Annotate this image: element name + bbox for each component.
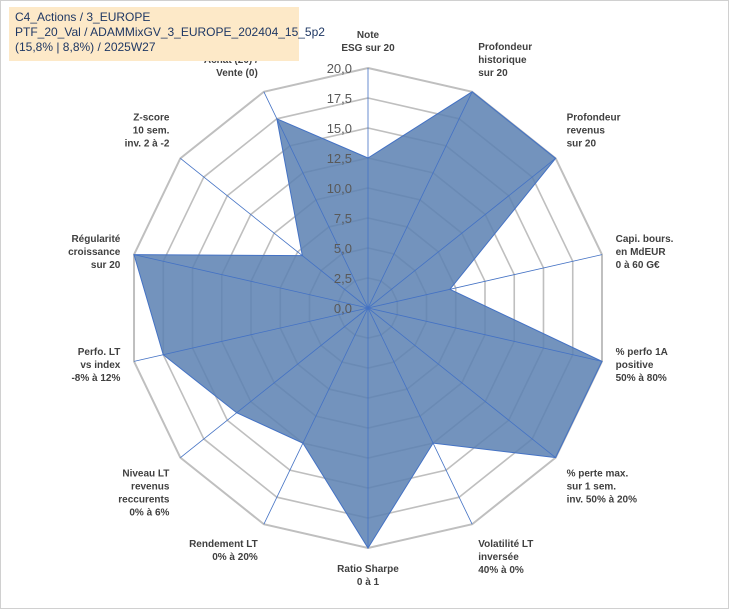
category-label: Z-score xyxy=(133,113,170,124)
category-label: sur 20 xyxy=(567,139,597,150)
category-label: 10 sem. xyxy=(133,126,170,137)
radial-tick-label: 10,0 xyxy=(327,181,352,196)
category-label: inv. 50% à 20% xyxy=(567,494,638,505)
category-label: % perte max. xyxy=(567,468,629,479)
chart-info-box: C4_Actions / 3_EUROPE PTF_20_Val / ADAMM… xyxy=(9,7,325,61)
axis-spoke xyxy=(367,158,556,309)
axis-spoke xyxy=(367,91,473,309)
axis-spoke xyxy=(133,254,369,309)
axis-spoke xyxy=(263,91,369,309)
category-label: -8% à 12% xyxy=(71,373,120,384)
category-label: en MdEUR xyxy=(616,247,667,258)
category-label: 50% à 80% xyxy=(616,373,667,384)
category-label: inv. 2 à -2 xyxy=(125,139,170,150)
radial-tick-label: 20,0 xyxy=(327,61,352,76)
radial-tick-label: 5,0 xyxy=(334,241,352,256)
category-label: 0 à 1 xyxy=(357,577,380,588)
category-label: Ratio Sharpe xyxy=(337,564,399,575)
category-label: Perfo. LT xyxy=(78,347,121,358)
axis-spoke xyxy=(180,307,369,458)
category-label: ESG sur 20 xyxy=(341,43,395,54)
axis-spoke xyxy=(367,307,556,458)
category-label: Vente (0) xyxy=(216,68,258,79)
radial-tick-label: 7,5 xyxy=(334,211,352,226)
category-label: Profondeur xyxy=(478,42,532,53)
info-line-2: PTF_20_Val / ADAMMixGV_3_EUROPE_202404_1… xyxy=(15,25,325,39)
axis-spoke xyxy=(367,254,603,309)
axis-spoke xyxy=(263,307,369,525)
radial-tick-label: 17,5 xyxy=(327,91,352,106)
radial-tick-label: 2,5 xyxy=(334,271,352,286)
axis-spoke xyxy=(133,307,369,362)
category-label: historique xyxy=(478,55,527,66)
category-label: % perfo 1A xyxy=(616,347,668,358)
axis-spoke xyxy=(367,307,473,525)
category-label: Volatilité LT xyxy=(478,539,533,550)
category-label: croissance xyxy=(68,247,121,258)
category-label: positive xyxy=(616,360,654,371)
category-label: sur 20 xyxy=(478,68,508,79)
category-label: Capi. bours. xyxy=(616,234,674,245)
info-line-3: (15,8% | 8,8%) / 2025W27 xyxy=(15,40,156,54)
category-label: Profondeur xyxy=(567,113,621,124)
category-label: reccurents xyxy=(118,494,170,505)
category-label: inversée xyxy=(478,552,519,563)
category-label: Niveau LT xyxy=(122,468,169,479)
category-label: 0% à 6% xyxy=(129,507,169,518)
category-label: Régularité xyxy=(71,234,120,245)
category-label: 0% à 20% xyxy=(212,552,258,563)
radial-tick-label: 0,0 xyxy=(334,301,352,316)
radial-tick-label: 12,5 xyxy=(327,151,352,166)
category-label: revenus xyxy=(131,481,170,492)
category-label: 40% à 0% xyxy=(478,565,524,576)
category-label: Note xyxy=(357,30,380,41)
axis-spoke xyxy=(180,158,369,309)
radial-tick-label: 15,0 xyxy=(327,121,352,136)
category-label: sur 20 xyxy=(91,260,121,271)
category-label: 0 à 60 G€ xyxy=(616,260,660,271)
category-label: revenus xyxy=(567,126,606,137)
info-line-1: C4_Actions / 3_EUROPE xyxy=(15,10,151,24)
category-label: Rendement LT xyxy=(189,539,258,550)
category-label: sur 1 sem. xyxy=(567,481,617,492)
axis-spoke xyxy=(367,307,603,362)
category-label: vs index xyxy=(80,360,120,371)
